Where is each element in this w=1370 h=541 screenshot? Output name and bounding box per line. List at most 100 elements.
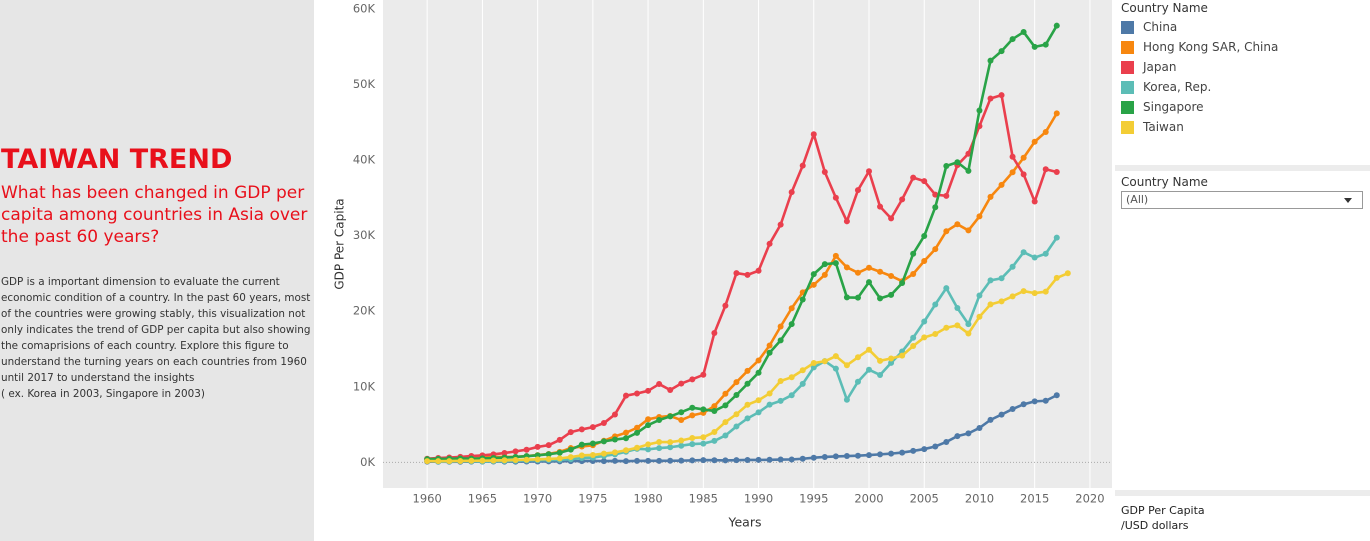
data-point [611, 457, 618, 464]
data-point [965, 167, 972, 174]
grid [383, 0, 1112, 488]
data-point [987, 277, 994, 284]
data-point [1031, 198, 1038, 205]
data-point [678, 380, 685, 387]
data-point [1042, 288, 1049, 295]
data-point [888, 215, 895, 222]
side-panel: Country Name China Hong Kong SAR, China Ja… [1115, 0, 1370, 541]
data-point [821, 168, 828, 175]
data-point [810, 131, 817, 138]
data-point [976, 292, 983, 299]
data-point [910, 447, 917, 454]
description-line: GDP is a important dimension to evaluate… [1, 276, 280, 288]
data-point [976, 424, 983, 431]
data-point [877, 268, 884, 275]
data-point [1053, 22, 1060, 29]
data-point [1053, 392, 1060, 399]
data-point [755, 397, 762, 404]
data-point [1042, 250, 1049, 257]
y-tick-label: 0K [360, 455, 375, 469]
data-point [1031, 398, 1038, 405]
data-point [832, 194, 839, 201]
data-point [634, 444, 641, 451]
x-tick-label: 2005 [910, 492, 939, 506]
data-point [645, 446, 652, 453]
data-point [943, 438, 950, 445]
data-point [998, 275, 1005, 282]
data-point [1020, 171, 1027, 178]
data-point [667, 386, 674, 393]
data-point [1009, 153, 1016, 160]
dashboard-title: TAIWAN TREND [1, 144, 233, 175]
data-point [689, 441, 696, 448]
data-point [987, 95, 994, 102]
data-point [910, 250, 917, 257]
x-tick-label: 1995 [799, 492, 828, 506]
legend-label: China [1143, 20, 1178, 34]
data-point [954, 433, 961, 440]
data-point [998, 181, 1005, 188]
filter-dropdown[interactable]: (All) [1121, 191, 1363, 209]
legend-item: Singapore [1121, 99, 1204, 115]
x-tick-label: 1965 [468, 492, 497, 506]
data-point [545, 451, 552, 458]
data-point [656, 417, 663, 424]
data-point [700, 440, 707, 447]
data-point [600, 450, 607, 457]
data-point [689, 434, 696, 441]
data-point [843, 218, 850, 225]
data-point [1020, 154, 1027, 161]
data-point [722, 419, 729, 426]
data-point [589, 424, 596, 431]
data-point [689, 404, 696, 411]
data-point [921, 334, 928, 341]
data-point [910, 174, 917, 181]
data-point [777, 456, 784, 463]
data-point [435, 458, 442, 465]
data-point [733, 423, 740, 430]
unit-note: GDP Per Capita/USD dollars [1121, 503, 1205, 533]
data-point [832, 365, 839, 372]
data-point [965, 150, 972, 157]
data-point [534, 443, 541, 450]
data-point [1009, 406, 1016, 413]
data-point [711, 457, 718, 464]
data-point [523, 446, 530, 453]
data-point [755, 357, 762, 364]
data-point [954, 221, 961, 228]
data-point [821, 453, 828, 460]
data-point [634, 424, 641, 431]
lines [424, 22, 1071, 465]
data-point [678, 437, 685, 444]
data-point [733, 270, 740, 277]
data-point [888, 291, 895, 298]
data-point [512, 448, 519, 455]
data-point [943, 285, 950, 292]
legend-item: Japan [1121, 59, 1176, 75]
data-point [899, 280, 906, 287]
separator [1115, 490, 1370, 496]
data-point [899, 449, 906, 456]
data-point [733, 391, 740, 398]
data-point [799, 455, 806, 462]
legend-item: Taiwan [1121, 119, 1184, 135]
data-point [667, 439, 674, 446]
data-point [921, 257, 928, 264]
data-point [832, 260, 839, 267]
data-point [1042, 397, 1049, 404]
data-point [700, 457, 707, 464]
data-point [1031, 43, 1038, 50]
data-point [446, 458, 453, 465]
data-point [854, 187, 861, 194]
data-point [932, 330, 939, 337]
data-point [722, 457, 729, 464]
data-point [877, 451, 884, 458]
x-tick-label: 1980 [633, 492, 662, 506]
data-point [589, 440, 596, 447]
data-point [1031, 138, 1038, 145]
data-point [711, 407, 718, 414]
data-point [611, 436, 618, 443]
data-point [600, 420, 607, 427]
data-point [788, 392, 795, 399]
data-point [700, 434, 707, 441]
